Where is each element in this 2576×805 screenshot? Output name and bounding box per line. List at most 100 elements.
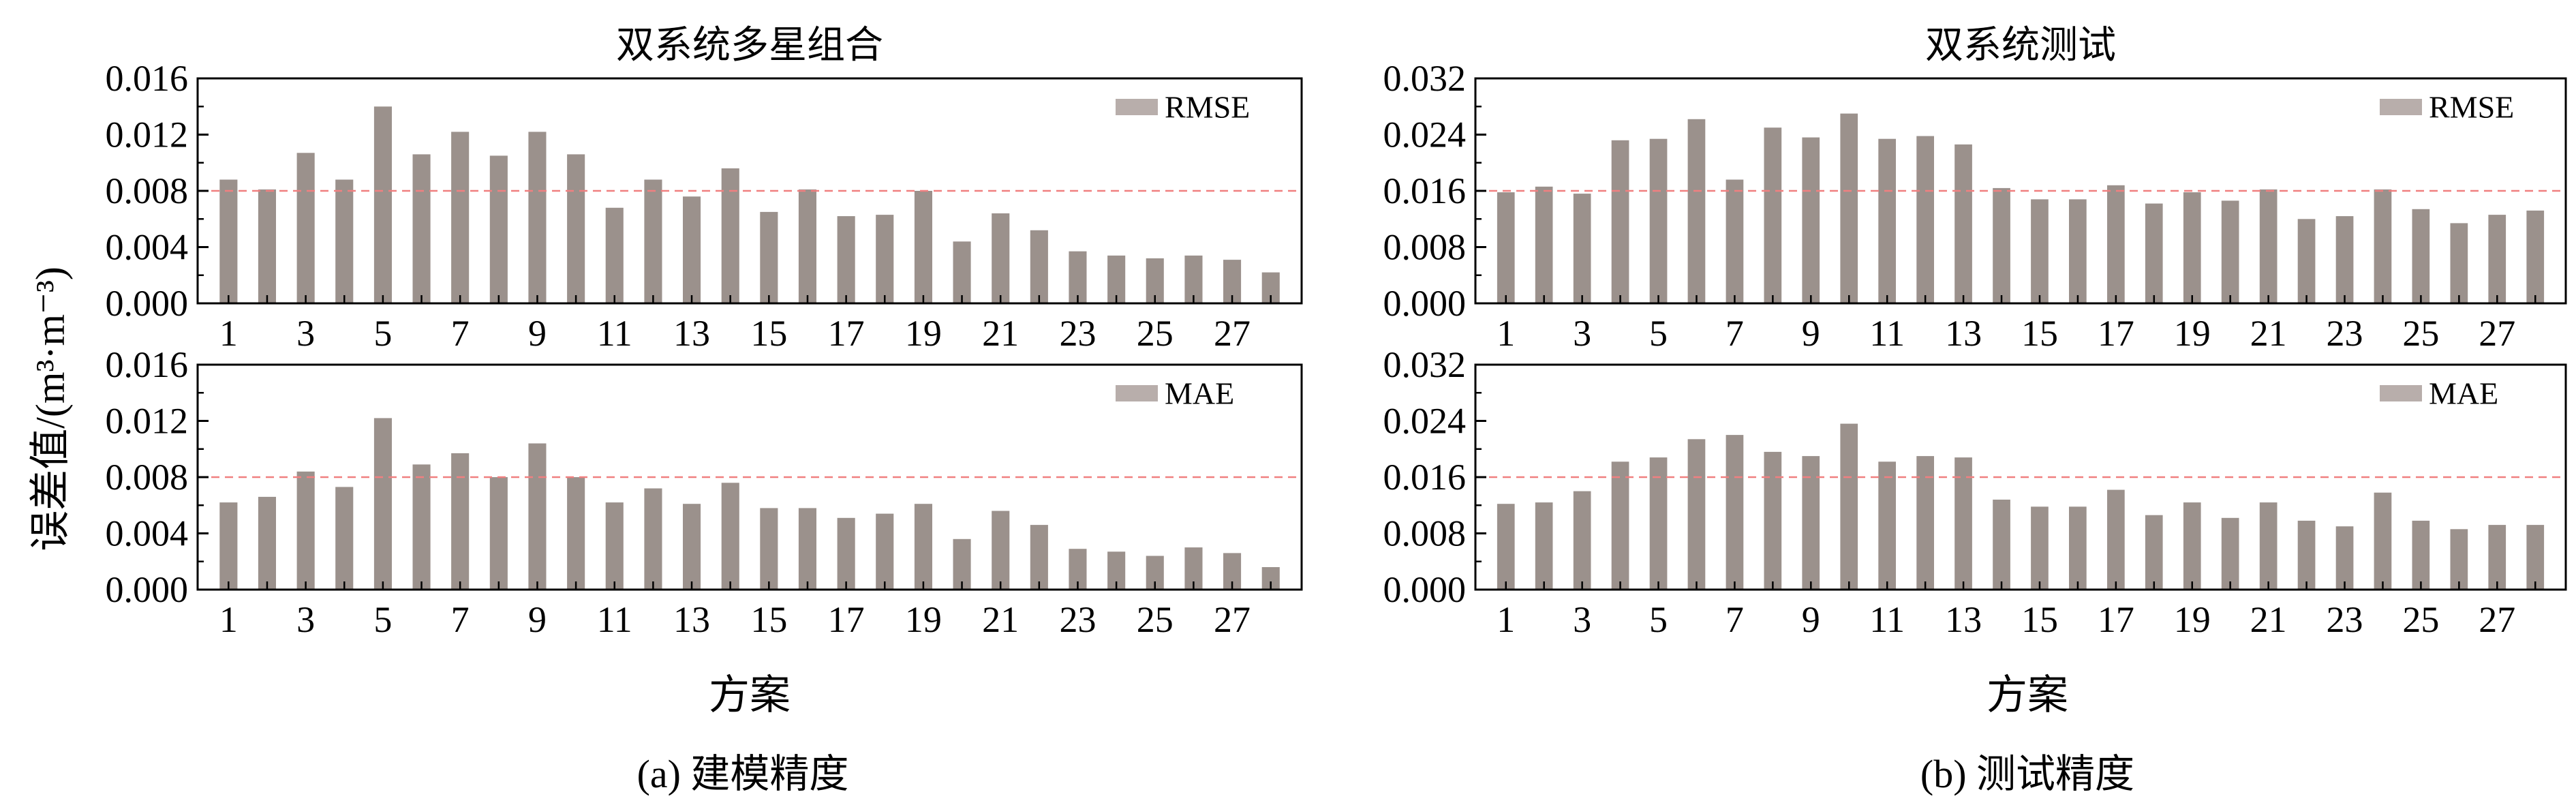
x-tick-label: 5 (1649, 599, 1668, 640)
bar-13 (1954, 457, 1972, 590)
bar-8 (489, 155, 508, 303)
caption-right: (b) 测试精度 (1920, 752, 2134, 796)
x-tick-label: 11 (597, 599, 632, 640)
x-tick-label: 19 (905, 313, 942, 354)
bar-13 (1954, 144, 1972, 303)
bar-4 (335, 487, 354, 590)
bar-3 (296, 153, 315, 303)
bar-11 (605, 502, 624, 590)
bar-15 (760, 508, 778, 590)
bar-6 (412, 464, 431, 590)
x-tick-label: 11 (1869, 599, 1905, 640)
x-axis-label-left: 方案 (709, 673, 791, 718)
bar-11 (1878, 461, 1896, 590)
x-tick-label: 23 (2327, 599, 2363, 640)
bar-22 (1030, 230, 1048, 304)
y-tick-label: 0.012 (106, 115, 189, 155)
bar-12 (1916, 456, 1934, 590)
legend-swatch (2380, 99, 2422, 115)
bar-5 (1649, 457, 1668, 590)
y-tick-label: 0.032 (1383, 344, 1467, 385)
legend-label: MAE (1165, 376, 1234, 411)
x-tick-label: 5 (1649, 313, 1668, 354)
y-tick-label: 0.004 (106, 227, 189, 268)
bar-20 (2221, 200, 2239, 303)
x-tick-label: 17 (2098, 313, 2134, 354)
bar-21 (992, 213, 1010, 303)
x-tick-label: 21 (2250, 313, 2287, 354)
bar-3 (1573, 491, 1591, 590)
bar-17 (2107, 489, 2125, 590)
bar-16 (2069, 506, 2087, 590)
x-tick-label: 23 (1059, 599, 1096, 640)
x-tick-label: 11 (1869, 313, 1905, 354)
x-tick-label: 27 (1214, 313, 1251, 354)
bar-18 (876, 513, 894, 590)
bar-26 (2450, 223, 2468, 303)
y-tick-label: 0.000 (106, 569, 189, 610)
x-tick-label: 7 (451, 313, 470, 354)
bar-14 (721, 483, 739, 590)
bar-12 (644, 488, 662, 590)
legend-swatch (1116, 99, 1158, 115)
bar-9 (528, 443, 547, 590)
x-tick-label: 13 (1945, 599, 1982, 640)
bar-6 (1687, 439, 1706, 590)
x-tick-label: 19 (905, 599, 942, 640)
bar-19 (914, 191, 932, 303)
bar-14 (1993, 500, 2010, 590)
bar-10 (567, 154, 585, 303)
bar-11 (605, 207, 624, 304)
x-tick-label: 15 (750, 313, 787, 354)
x-tick-label: 9 (1802, 313, 1820, 354)
x-tick-label: 3 (1573, 313, 1591, 354)
x-tick-label: 7 (1726, 599, 1744, 640)
x-tick-label: 9 (528, 313, 547, 354)
x-tick-label: 15 (750, 599, 787, 640)
bar-21 (992, 511, 1010, 590)
bar-16 (798, 189, 816, 303)
y-tick-label: 0.008 (106, 457, 189, 498)
bar-8 (1764, 127, 1782, 303)
x-tick-label: 5 (373, 599, 392, 640)
bar-12 (1916, 136, 1934, 303)
chart-title: 双系统测试 (1925, 25, 2116, 67)
y-tick-label: 0.008 (106, 170, 189, 211)
x-tick-label: 19 (2174, 599, 2211, 640)
x-tick-label: 25 (2402, 313, 2439, 354)
bar-23 (2335, 526, 2354, 590)
legend-swatch (2380, 385, 2422, 401)
bar-2 (258, 189, 276, 303)
bar-6 (1687, 119, 1706, 304)
bar-1 (219, 179, 238, 303)
x-tick-label: 25 (1137, 599, 1174, 640)
legend-label: RMSE (1165, 90, 1250, 125)
bar-17 (837, 517, 855, 590)
x-tick-label: 3 (296, 599, 315, 640)
bar-2 (1535, 186, 1553, 303)
x-tick-label: 7 (451, 599, 470, 640)
bar-16 (2069, 199, 2087, 303)
y-tick-label: 0.016 (106, 58, 189, 99)
legend-label: MAE (2429, 376, 2498, 411)
y-tick-label: 0.032 (1383, 58, 1467, 99)
x-tick-label: 13 (1945, 313, 1982, 354)
bar-1 (1497, 192, 1515, 303)
x-tick-label: 27 (2479, 313, 2515, 354)
bar-9 (1802, 137, 1820, 303)
bar-14 (1993, 187, 2010, 303)
legend-label: RMSE (2429, 90, 2514, 125)
bar-11 (1878, 138, 1896, 303)
y-tick-label: 0.016 (106, 344, 189, 385)
bar-23 (1069, 251, 1087, 303)
bar-1 (1497, 504, 1515, 590)
caption-left: (a) 建模精度 (637, 752, 849, 796)
x-tick-label: 13 (673, 599, 710, 640)
x-axis-label-right: 方案 (1987, 673, 2068, 718)
bar-5 (1649, 138, 1668, 303)
x-tick-label: 5 (373, 313, 392, 354)
x-tick-label: 19 (2174, 313, 2211, 354)
bar-23 (2335, 216, 2354, 303)
